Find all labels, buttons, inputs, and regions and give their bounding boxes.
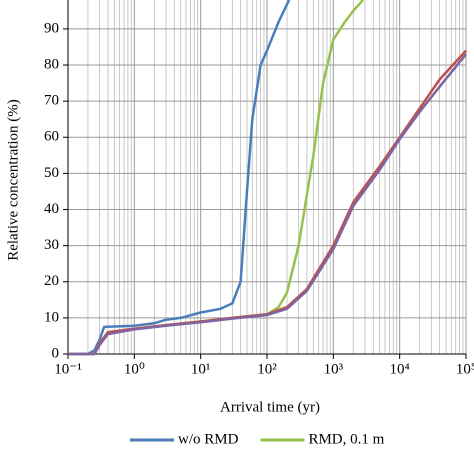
legend-label: RMD, 0.1 m [308,431,384,447]
x-tick-label: 10⁻¹ [54,361,81,377]
x-tick-label: 10¹ [191,361,211,377]
y-tick-label: 10 [44,309,59,325]
x-tick-label: 10³ [324,361,344,377]
y-tick-label: 40 [44,201,59,217]
y-tick-label: 60 [44,129,59,145]
y-tick-label: 50 [44,165,59,181]
x-tick-label: 10⁵ [456,361,474,377]
y-axis-label: Relative concentration (%) [5,99,21,261]
series-line [68,53,467,356]
x-tick-label: 10⁰ [124,361,145,377]
x-axis-label: Arrival time (yr) [220,399,320,415]
series-line [68,0,291,356]
y-tick-label: 80 [44,56,59,72]
y-tick-label: 20 [44,273,59,289]
y-tick-label: 0 [52,345,60,361]
legend-label: w/o RMD [178,431,239,447]
y-tick-label: 70 [44,93,59,109]
y-tick-label: 30 [44,237,59,253]
x-tick-label: 10² [257,361,277,377]
x-tick-label: 10⁴ [390,361,410,377]
y-tick-label: 90 [44,20,59,36]
